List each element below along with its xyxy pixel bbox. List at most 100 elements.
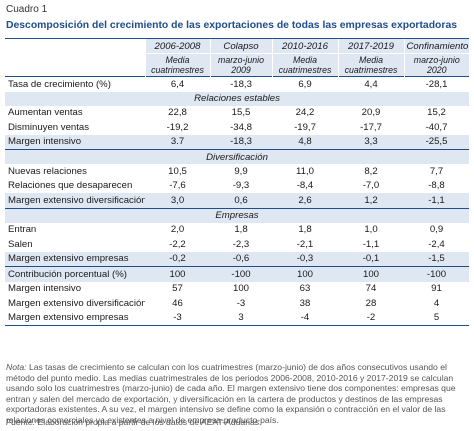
cell: -18,3 [210,134,272,150]
cell: 3.7 [145,134,210,150]
cell: 1,8 [234,224,248,236]
cell: -0,6 [210,251,272,267]
section-header: Empresas [5,207,469,223]
cell: -4 [272,310,338,326]
cell: -18,3 [210,76,272,92]
table-source: Fuente: Elaboración propia a partir de l… [6,417,261,427]
cell: 28 [365,297,377,309]
column-subheader: marzo-junio 2009 [209,53,272,77]
cell: -1,1 [362,238,380,250]
cell: 3,3 [338,134,404,150]
cell: 22,8 [168,107,187,119]
cell: -7,6 [169,180,186,192]
table-title: Descomposición del crecimiento de las ex… [6,20,458,31]
cell: 5 [404,310,469,326]
column-subheader: Media cuatrimestres [144,53,210,77]
data-table: 2006-2008 Colapso 2010-2016 2017-2019 Co… [5,38,469,326]
row-label: Margen intensivo [5,134,145,150]
table-row: Disminuyen ventas -19,2 -34,8 -19,7 -17,… [5,120,469,135]
cell: -34,8 [230,121,252,133]
row-label: Tasa de crecimiento (%) [5,76,145,92]
section-header: Diversificación [5,149,469,164]
table-row: Margen extensivo diversificación 3,0 0,6… [5,193,469,208]
cell: 4 [433,297,440,309]
cell: -0,1 [338,251,404,267]
cell: -100 [210,266,272,282]
table-row: Margen extensivo empresas -0,2 -0,6 -0,3… [5,251,469,267]
cell: -9,3 [232,180,250,192]
cell: 100 [272,266,338,282]
column-header: 2006-2008 [144,38,210,54]
row-label: Contribución porcentual (%) [5,266,145,282]
cell: 10,5 [168,165,187,177]
cell: -17,7 [360,121,382,133]
cell: -2,2 [169,238,186,250]
cell: -3 [145,310,210,326]
row-label: Margen intensivo [8,283,82,295]
cell: 1,8 [298,224,312,236]
column-subheader: marzo-junio 2020 [403,53,469,77]
cell: 7,7 [429,165,444,177]
cell: 57 [172,283,183,295]
table-row: Salen -2,2 -2,3 -2,1 -1,1 -2,4 [5,237,469,252]
table-row: Margen intensivo 3.7 -18,3 4,8 3,3 -25,5 [5,134,469,150]
cell: -8,8 [428,180,445,192]
cell: -40,7 [425,121,448,133]
row-label: Entran [8,224,37,236]
table-row: Margen extensivo empresas -3 3 -4 -2 5 [5,310,469,326]
table-row: Relaciones que desaparecen -7,6 -9,3 -8,… [5,179,469,194]
column-header: Colapso [209,38,272,54]
cell: 100 [145,266,210,282]
source-label: Fuente: [6,417,36,427]
cell: 6,9 [272,76,338,92]
cell: 9,9 [234,165,248,177]
table-row: Margen extensivo diversificación 46 -3 3… [5,296,469,311]
row-label: Margen extensivo empresas [5,310,145,326]
cell: -8,4 [296,180,314,192]
cell: 100 [232,283,249,295]
cell: -1,1 [404,193,469,208]
table-row: Contribución porcentual (%) 100 -100 100… [5,266,469,282]
column-header: 2017-2019 [337,38,404,54]
cell: -19,2 [166,121,189,133]
header-row: 2006-2008 Colapso 2010-2016 2017-2019 Co… [5,38,469,54]
cell: 38 [299,297,311,309]
section-header: Relaciones estables [5,91,469,106]
cell: 1,2 [338,193,404,208]
column-header: Confinamiento [403,38,469,54]
table-notes: Nota: Las tasas de crecimiento se calcul… [6,362,468,426]
table-row: Tasa de crecimiento (%) 6,4 -18,3 6,9 4,… [5,76,469,92]
column-header: 2010-2016 [271,38,338,54]
cell: 100 [338,266,404,282]
cell: -0,3 [272,251,338,267]
column-subheader: Media cuatrimestres [271,53,338,77]
table-number: Cuadro 1 [6,4,48,15]
cell: -7,0 [362,180,380,192]
cell: 6,4 [145,76,210,92]
column-subheader: Media cuatrimestres [337,53,404,77]
cell: 3,0 [145,193,210,208]
table-row: Entran 2,0 1,8 1,8 1,0 0,9 [5,223,469,238]
subheader-row: Media cuatrimestres marzo-junio 2009 Med… [5,53,469,77]
table-row: Aumentan ventas 22,8 15,5 24,2 20,9 15,2 [5,106,469,121]
cell: 4,8 [272,134,338,150]
row-label: Salen [8,238,33,250]
cell: -2,1 [296,238,314,250]
table-row: Nuevas relaciones 10,5 9,9 11,0 8,2 7,7 [5,164,469,179]
row-label: Relaciones que desaparecen [8,180,133,192]
source-text: Elaboración propia a partir de los datos… [37,417,262,427]
cell: 3 [210,310,272,326]
cell: 0,9 [429,224,444,236]
cell: 91 [431,283,442,295]
row-label: Aumentan ventas [8,107,83,119]
notes-text: Las tasas de crecimiento se calculan con… [6,362,456,425]
notes-label: Nota: [6,362,27,372]
cell: -19,7 [294,121,316,133]
cell: 20,9 [361,107,381,119]
table-row: Margen intensivo 57 100 63 74 91 [5,282,469,297]
cell: -3 [236,297,246,309]
cell: 2,0 [170,224,185,236]
cell: 63 [299,283,311,295]
cell: -0,2 [145,251,210,267]
